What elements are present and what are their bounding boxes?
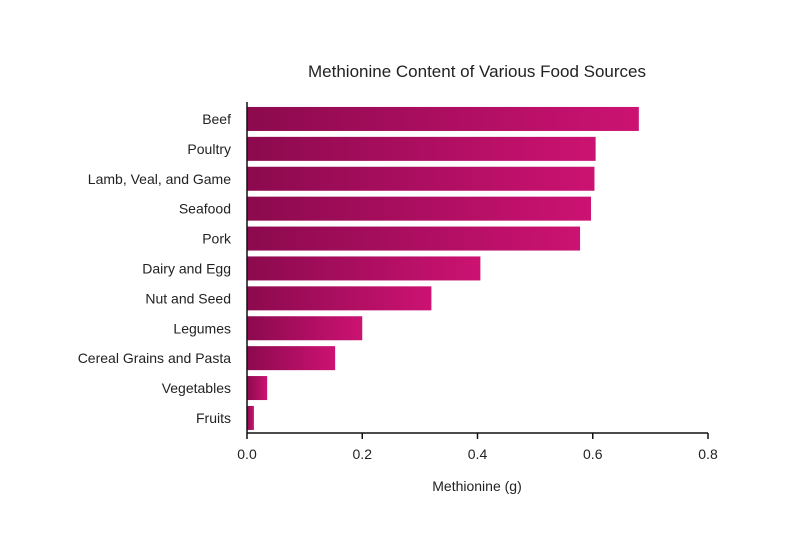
- category-label: Beef: [202, 111, 231, 127]
- category-label: Seafood: [179, 201, 231, 217]
- category-label: Pork: [202, 231, 232, 247]
- bar-vegetables: [247, 376, 268, 401]
- x-tick-label: 0.0: [237, 446, 257, 462]
- bar-poultry: [247, 136, 596, 161]
- bar-fruits: [247, 405, 254, 430]
- x-tick-label: 0.2: [353, 446, 373, 462]
- category-label: Fruits: [196, 410, 231, 426]
- category-label: Poultry: [187, 141, 231, 157]
- chart-title: Methionine Content of Various Food Sourc…: [308, 62, 646, 81]
- category-label: Cereal Grains and Pasta: [78, 350, 232, 366]
- bar-seafood: [247, 196, 592, 221]
- category-labels: Beef Poultry Lamb, Veal, and Game Seafood Po…: [78, 111, 232, 426]
- category-label: Nut and Seed: [145, 290, 231, 306]
- bar-lamb-veal-and-game: [247, 166, 595, 191]
- bar-beef: [247, 106, 639, 131]
- x-tick-label: 0.6: [583, 446, 603, 462]
- x-ticks: 0.0 0.2 0.4 0.6 0.8: [237, 433, 718, 462]
- x-axis-title: Methionine (g): [432, 478, 522, 494]
- category-label: Dairy and Egg: [142, 260, 231, 276]
- bar-nut-and-seed: [247, 286, 432, 311]
- category-label: Lamb, Veal, and Game: [88, 171, 231, 187]
- category-label: Legumes: [173, 320, 231, 336]
- category-label: Vegetables: [162, 380, 231, 396]
- bar-cereal-grains-and-pasta: [247, 346, 336, 371]
- bar-pork: [247, 226, 581, 251]
- x-tick-label: 0.4: [468, 446, 488, 462]
- bar-dairy-and-egg: [247, 256, 481, 281]
- x-tick-label: 0.8: [698, 446, 718, 462]
- bar-legumes: [247, 316, 363, 341]
- bars-group: [247, 106, 639, 430]
